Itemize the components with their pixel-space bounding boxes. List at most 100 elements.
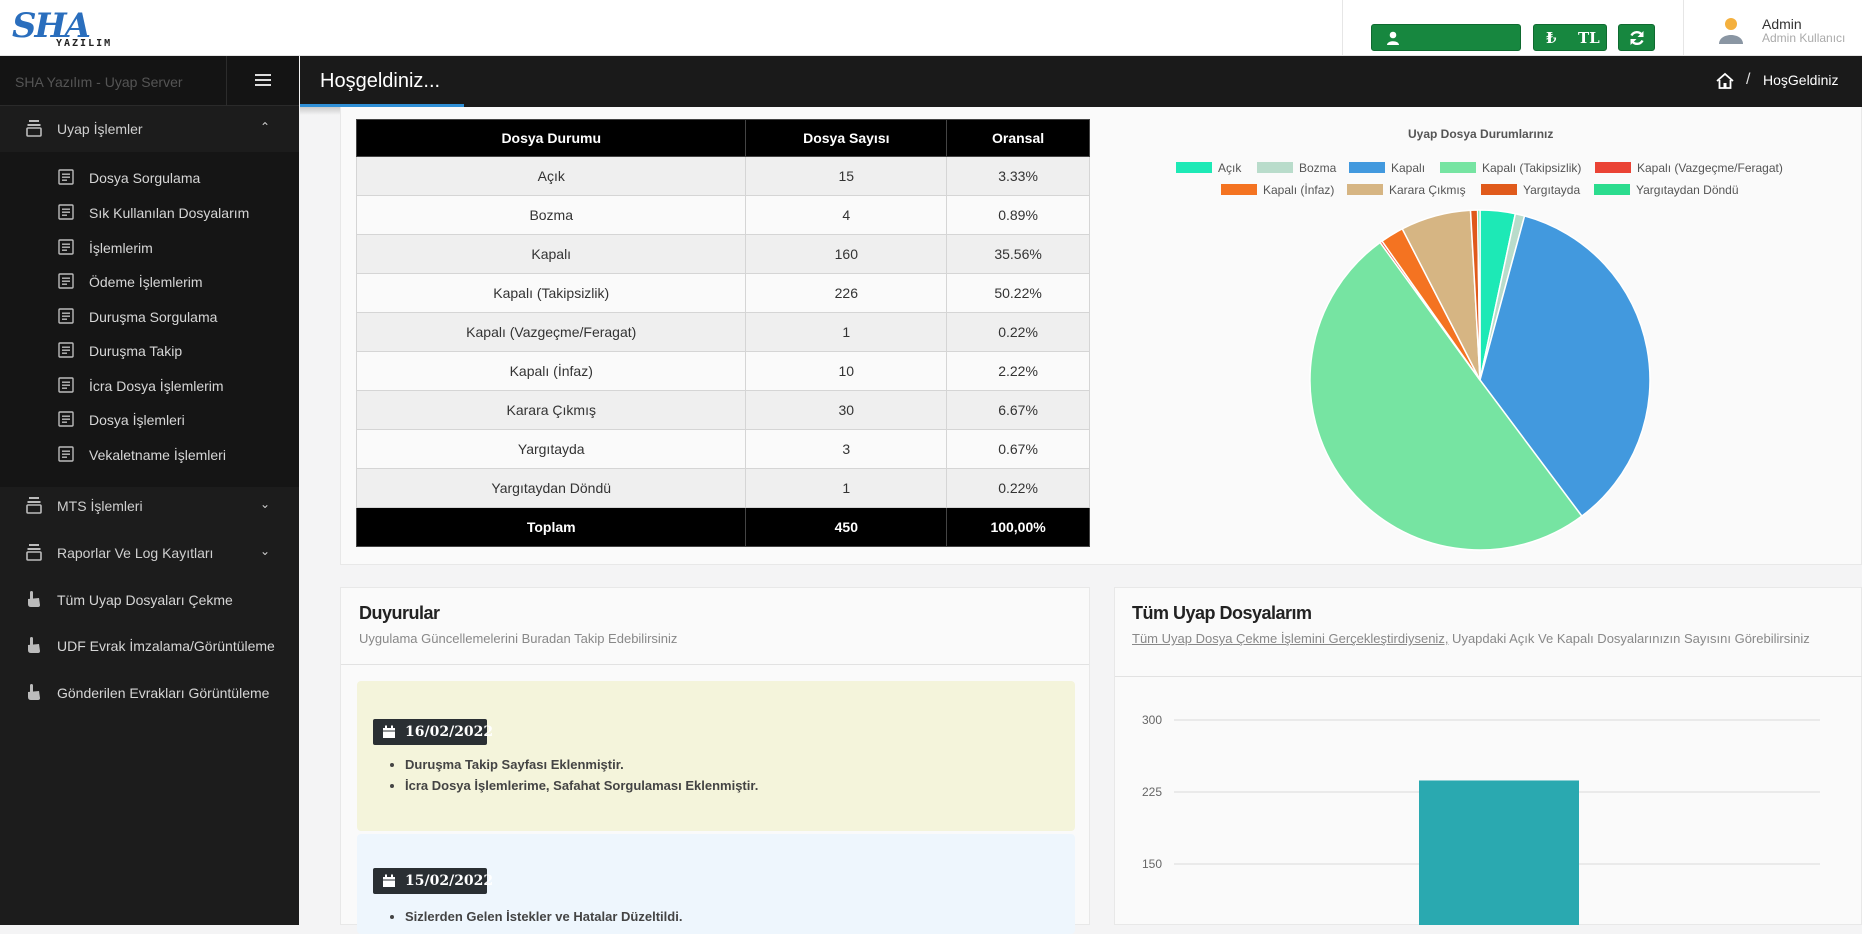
sidebar-item-sik-kullanilan[interactable]: Sık Kullanılan Dosyalarım [0, 195, 299, 229]
chevron-down-icon: ⌄ [260, 544, 271, 558]
page-title: Hoşgeldiniz... [320, 70, 441, 92]
chevron-up-icon: ⌃ [260, 120, 271, 134]
sidebar-group-mts[interactable]: MTS İşlemleri ⌄ [0, 483, 299, 529]
table-cell: 0.22% [946, 312, 1090, 352]
all-files-title: Tüm Uyap Dosyalarım [1132, 603, 1312, 623]
legend-swatch [1481, 184, 1517, 195]
announcement-note: 16/02/2022 Duruşma Takip Sayfası Eklenmi… [357, 681, 1075, 831]
document-icon [58, 446, 74, 462]
table-row: Kapalı (İnfaz) 10 2.22% [355, 351, 1090, 391]
legend-label: Yargıtaydan Döndü [1636, 183, 1739, 197]
table-row: Karara Çıkmış 30 6.67% [355, 390, 1090, 430]
legend-item[interactable]: Yargıtaydan Döndü [1594, 183, 1739, 197]
total-count: 450 [745, 507, 948, 547]
table-cell: 10 [745, 351, 948, 391]
y-tick-label: 150 [1142, 857, 1162, 871]
legend-item[interactable]: Açık [1176, 161, 1241, 175]
table-cell: Bozma [355, 195, 747, 235]
legend-label: Karara Çıkmış [1389, 183, 1466, 197]
sidebar-item-islemlerim[interactable]: İşlemlerim [0, 230, 299, 264]
sidebar-item-vekaletname[interactable]: Vekaletname İşlemleri [0, 437, 299, 471]
stack-icon [26, 120, 42, 137]
sidebar-item-durusma-sorgulama[interactable]: Duruşma Sorgulama [0, 299, 299, 333]
announcement-list: Sizlerden Gelen İstekler ve Hatalar Düze… [405, 909, 682, 930]
table-cell: Kapalı (İnfaz) [355, 351, 747, 391]
table-cell: 0.89% [946, 195, 1090, 235]
status-table: Dosya Durumu Dosya Sayısı Oransal Açık 15… [355, 119, 1090, 547]
sidebar-group-raporlar[interactable]: Raporlar Ve Log Kayıtları ⌄ [0, 530, 299, 576]
breadcrumb[interactable]: HoşGeldiniz [1763, 72, 1839, 88]
legend-item[interactable]: Yargıtayda [1481, 183, 1580, 197]
announcement-date: 15/02/2022 [405, 873, 494, 889]
legend-swatch [1221, 184, 1257, 195]
column-header[interactable]: Oransal [946, 119, 1090, 157]
bar[interactable] [1419, 780, 1579, 925]
column-header[interactable]: Dosya Sayısı [745, 119, 948, 157]
home-icon[interactable] [1715, 71, 1735, 91]
user-name[interactable]: Admin [1762, 16, 1802, 32]
table-cell: 0.22% [946, 468, 1090, 508]
sidebar-title: SHA Yazılım - Uyap Server [15, 74, 183, 90]
legend-item[interactable]: Kapalı (Takipsizlik) [1440, 161, 1581, 175]
announcement-date: 16/02/2022 [405, 724, 494, 740]
logo-subtext: YAZILIM [56, 38, 113, 49]
brand-logo[interactable]: SHA YAZILIM [12, 6, 112, 50]
sidebar-item-gonderilen-evrak[interactable]: Gönderilen Evrakları Görüntüleme [0, 670, 299, 716]
list-item: İcra Dosya İşlemlerime, Safahat Sorgulam… [405, 778, 758, 793]
date-badge: 16/02/2022 [373, 719, 493, 745]
table-cell: 0.67% [946, 429, 1090, 469]
pie-slice[interactable] [1476, 209, 1481, 381]
sidebar-group-label: Uyap İşlemler [57, 121, 143, 137]
sidebar-item-dosya-islemleri[interactable]: Dosya İşlemleri [0, 402, 299, 436]
title-underline [300, 104, 464, 108]
calendar-icon [383, 874, 395, 887]
total-percent: 100,00% [946, 507, 1090, 547]
sidebar-item-tum-uyap-cekme[interactable]: Tüm Uyap Dosyaları Çekme [0, 577, 299, 623]
sidebar-item-label: Duruşma Sorgulama [89, 309, 218, 325]
sidebar-item-dosya-sorgulama[interactable]: Dosya Sorgulama [0, 160, 299, 194]
stack-icon [26, 497, 42, 514]
legend-item[interactable]: Kapalı (Vazgeçme/Feragat) [1595, 161, 1783, 175]
table-cell: 6.67% [946, 390, 1090, 430]
sidebar-item-durusma-takip[interactable]: Duruşma Takip [0, 333, 299, 367]
document-icon [58, 411, 74, 427]
sidebar-group-uyap[interactable]: Uyap İşlemler ⌃ [0, 106, 299, 152]
chevron-down-icon: ⌄ [260, 497, 271, 511]
sidebar-item-label: Vekaletname İşlemleri [89, 447, 226, 463]
table-cell: 160 [745, 234, 948, 274]
avatar[interactable] [1716, 15, 1746, 45]
sidebar-item-label: Dosya Sorgulama [89, 170, 201, 186]
sidebar-header: SHA Yazılım - Uyap Server [0, 56, 299, 106]
sidebar-item-label: Dosya İşlemleri [89, 412, 185, 428]
legend-item[interactable]: Karara Çıkmış [1347, 183, 1466, 197]
pie-slice[interactable] [1309, 241, 1583, 551]
legend-item[interactable]: Bozma [1257, 161, 1336, 175]
table-row: Yargıtayda 3 0.67% [355, 429, 1090, 469]
pie-slice[interactable] [1479, 215, 1651, 518]
menu-toggle-icon[interactable] [255, 74, 271, 88]
pie-chart-title: Uyap Dosya Durumlarınız [1408, 127, 1554, 141]
all-files-link[interactable]: Tüm Uyap Dosya Çekme İşlemini Gerçekleşt… [1132, 631, 1449, 646]
sidebar-item-icra-dosya[interactable]: İcra Dosya İşlemlerim [0, 368, 299, 402]
total-label: Toplam [355, 507, 747, 547]
legend-item[interactable]: Kapalı (İnfaz) [1221, 183, 1334, 197]
table-cell: Yargıtayda [355, 429, 747, 469]
currency-button[interactable]: ₺ TL [1533, 24, 1607, 51]
legend-item[interactable]: Kapalı [1349, 161, 1425, 175]
sidebar-item-udf-evrak[interactable]: UDF Evrak İmzalama/Görüntüleme [0, 623, 299, 669]
announcements-subtitle: Uygulama Güncellemelerini Buradan Takip … [359, 631, 678, 646]
column-header[interactable]: Dosya Durumu [355, 119, 747, 157]
y-tick-label: 300 [1142, 713, 1162, 727]
status-pie-chart [1309, 209, 1651, 551]
user-button[interactable] [1371, 24, 1521, 51]
table-row: Yargıtaydan Döndü 1 0.22% [355, 468, 1090, 508]
table-cell: 1 [745, 468, 948, 508]
table-row: Bozma 4 0.89% [355, 195, 1090, 235]
sidebar-item-odeme[interactable]: Ödeme İşlemlerim [0, 264, 299, 298]
refresh-button[interactable] [1618, 24, 1655, 51]
refresh-icon [1630, 30, 1644, 46]
table-cell: Kapalı [355, 234, 747, 274]
announcement-list: Duruşma Takip Sayfası Eklenmiştir. İcra … [405, 757, 758, 799]
table-cell: 15 [745, 156, 948, 196]
table-header-row: Dosya Durumu Dosya Sayısı Oransal [355, 119, 1090, 157]
